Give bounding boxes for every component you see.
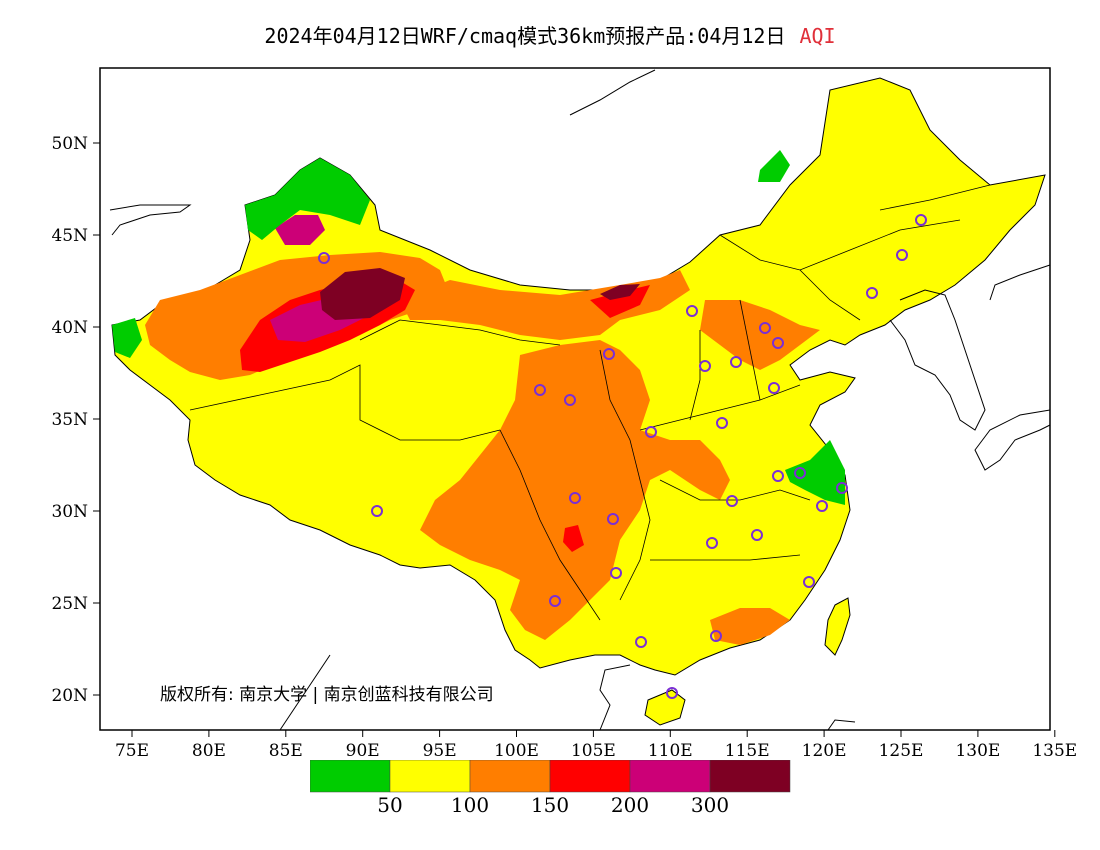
city-marker <box>645 426 657 438</box>
city-marker <box>896 249 908 261</box>
x-tick-label: 90E <box>346 741 380 761</box>
title-variable: AQI <box>799 24 836 48</box>
province-borders <box>189 184 991 621</box>
y-tick-label: 20N <box>51 686 88 706</box>
x-tick-label: 115E <box>725 741 770 761</box>
city-markers <box>318 214 927 699</box>
colorbar-swatch <box>549 760 631 793</box>
city-marker <box>866 287 878 299</box>
y-tick-label: 40N <box>51 318 88 338</box>
city-marker <box>706 537 718 549</box>
city-marker <box>666 687 678 699</box>
y-tick-label: 25N <box>51 594 88 614</box>
colorbar-swatch <box>629 760 711 793</box>
city-marker <box>772 470 784 482</box>
city-marker <box>716 417 728 429</box>
hainan-island <box>644 689 686 726</box>
y-tick-label: 30N <box>51 502 88 522</box>
city-marker <box>730 356 742 368</box>
colorbar-threshold-label: 50 <box>377 793 402 817</box>
aqi-zone-purple-north <box>275 215 325 245</box>
city-marker <box>564 394 576 406</box>
aqi-zone-green-east <box>785 440 845 505</box>
colorbar-threshold-label: 150 <box>531 793 569 817</box>
aqi-zone-orange-south <box>710 608 790 645</box>
map-title: 2024年04月12日WRF/cmaq模式36km预报产品:04月12日 AQI <box>0 20 1100 49</box>
city-marker <box>816 500 828 512</box>
city-marker <box>371 505 383 517</box>
colorbar-threshold-label: 100 <box>451 793 489 817</box>
x-tick-label: 105E <box>571 741 616 761</box>
y-tick-label: 35N <box>51 410 88 430</box>
city-marker <box>607 513 619 525</box>
city-marker <box>549 595 561 607</box>
aqi-zone-orange-east <box>700 300 820 370</box>
x-tick-label: 110E <box>648 741 693 761</box>
x-tick-label: 135E <box>1032 741 1077 761</box>
colorbar-threshold-label: 200 <box>611 793 649 817</box>
x-tick-label: 130E <box>955 741 1000 761</box>
aqi-zone-orange-central <box>420 340 730 640</box>
aqi-colorbar: 50 100 150 200 300 <box>310 760 791 817</box>
x-tick-label: 125E <box>879 741 924 761</box>
city-marker <box>699 360 711 372</box>
aqi-zone-green-west <box>112 318 142 358</box>
x-tick-label: 85E <box>269 741 303 761</box>
city-marker <box>635 636 647 648</box>
aqi-zone-green-northwest <box>245 158 370 240</box>
city-marker <box>915 214 927 226</box>
y-tick-label: 50N <box>51 134 88 154</box>
city-marker <box>726 495 738 507</box>
title-text: 2024年04月12日WRF/cmaq模式36km预报产品:04月12日 <box>264 24 786 48</box>
city-marker <box>836 482 848 494</box>
y-tick-label: 45N <box>51 226 88 246</box>
city-marker <box>569 492 581 504</box>
city-marker <box>710 630 722 642</box>
city-marker <box>610 567 622 579</box>
x-tick-label: 120E <box>802 741 847 761</box>
copyright-notice: 版权所有: 南京大学 | 南京创蓝科技有限公司 <box>160 685 494 705</box>
x-tick-label: 95E <box>423 741 457 761</box>
city-marker <box>603 348 615 360</box>
colorbar-swatch <box>310 760 391 793</box>
y-axis: 50N 45N 40N 35N 30N 25N 20N <box>51 134 100 706</box>
city-marker <box>772 337 784 349</box>
aqi-zone-green-northeast <box>758 150 790 182</box>
colorbar-threshold-label: 300 <box>691 793 729 817</box>
city-marker <box>751 529 763 541</box>
neighbor-coastlines <box>109 69 1051 731</box>
aqi-zone-maroon-north <box>600 284 640 300</box>
city-marker <box>318 252 330 264</box>
colorbar-swatch <box>709 760 791 793</box>
x-axis: 75E 80E 85E 90E 95E 100E 105E 110E 115E 120E 125E 1… <box>115 730 1077 761</box>
city-marker <box>803 576 815 588</box>
x-tick-label: 100E <box>494 741 539 761</box>
city-marker <box>686 305 698 317</box>
colorbar-swatch <box>389 760 471 793</box>
city-marker <box>759 322 771 334</box>
aqi-zone-red-sichuan <box>563 525 584 552</box>
city-marker <box>534 384 546 396</box>
colorbar-swatch <box>469 760 551 793</box>
taiwan-island <box>824 597 851 656</box>
aqi-zone-maroon-taklamakan <box>320 268 405 320</box>
x-tick-label: 80E <box>192 741 226 761</box>
x-tick-label: 75E <box>115 741 149 761</box>
aqi-zone-red-north <box>590 285 650 318</box>
city-marker <box>794 467 806 479</box>
city-marker <box>768 382 780 394</box>
